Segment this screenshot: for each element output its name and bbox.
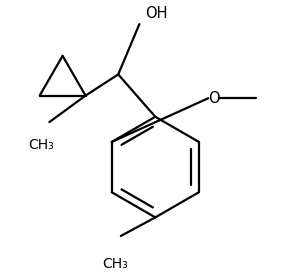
Text: OH: OH [145, 6, 167, 22]
Text: CH₃: CH₃ [103, 257, 128, 271]
Text: CH₃: CH₃ [28, 138, 54, 152]
Text: O: O [208, 91, 219, 106]
